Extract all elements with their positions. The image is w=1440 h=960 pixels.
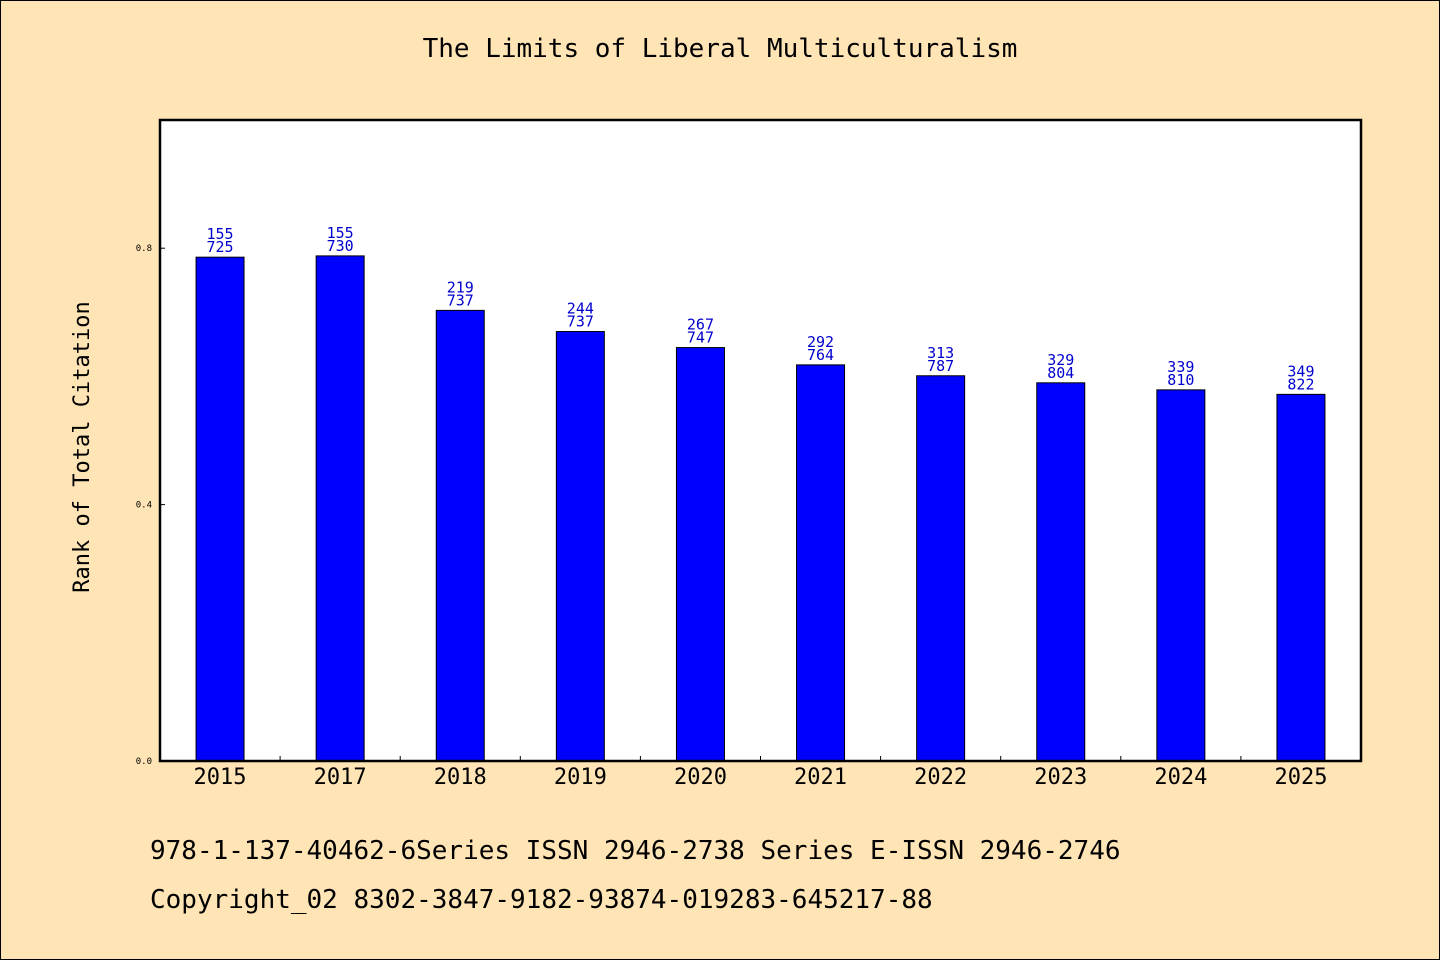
x-tick-label: 2020 <box>674 765 727 790</box>
bar-2015 <box>195 256 245 762</box>
bar-2022 <box>916 375 966 762</box>
data-label-top: 339 <box>1167 358 1194 376</box>
data-label-top: 155 <box>207 225 234 243</box>
data-label-bottom: 725 <box>207 238 234 256</box>
bar-2020 <box>675 347 725 762</box>
data-label-bottom: 737 <box>447 291 474 309</box>
y-tick-label: 0.0 <box>136 757 152 767</box>
data-label-top: 292 <box>807 333 834 351</box>
isbn-issn-line: 978-1-137-40462-6Series ISSN 2946-2738 S… <box>150 836 1121 866</box>
x-tick-label: 2022 <box>914 765 967 790</box>
x-tick-label: 2025 <box>1274 765 1327 790</box>
bar-2019 <box>555 331 605 762</box>
data-label-top: 155 <box>327 224 354 242</box>
y-tick-label: 0.8 <box>136 244 152 254</box>
copyright-line: Copyright_02 8302-3847-9182-93874-019283… <box>150 885 933 915</box>
bar-2025 <box>1276 393 1326 762</box>
data-labels: 1557252015155730201721973720182447372019… <box>194 224 1328 790</box>
data-label-top: 313 <box>927 344 954 362</box>
data-label-bottom: 747 <box>687 329 714 347</box>
x-tick-label: 2018 <box>434 765 487 790</box>
data-label-top: 244 <box>567 300 594 318</box>
data-label-bottom: 787 <box>927 357 954 375</box>
chart-title: The Limits of Liberal Multiculturalism <box>422 34 1018 64</box>
y-axis-title: Rank of Total Citation <box>70 301 95 592</box>
data-label-bottom: 810 <box>1167 371 1194 389</box>
bar-2024 <box>1156 389 1206 762</box>
y-tick-label: 0.4 <box>136 501 152 511</box>
bar-2018 <box>435 309 485 762</box>
bar-2023 <box>1036 382 1086 762</box>
bar-2017 <box>315 255 365 762</box>
x-tick-label: 2019 <box>554 765 607 790</box>
data-label-top: 267 <box>687 316 714 334</box>
data-label-top: 219 <box>447 278 474 296</box>
bar-2021 <box>796 364 846 762</box>
bars <box>195 255 1326 762</box>
plot-border <box>158 118 1363 763</box>
x-tick-label: 2023 <box>1034 765 1087 790</box>
data-label-bottom: 804 <box>1047 364 1074 382</box>
x-tick-label: 2017 <box>314 765 367 790</box>
data-label-bottom: 730 <box>327 237 354 255</box>
data-label-bottom: 737 <box>567 313 594 331</box>
data-label-bottom: 822 <box>1287 375 1314 393</box>
data-label-top: 349 <box>1287 362 1314 380</box>
data-label-top: 329 <box>1047 351 1074 369</box>
x-tick-label: 2015 <box>194 765 247 790</box>
data-label-bottom: 764 <box>807 346 834 364</box>
x-tick-label: 2021 <box>794 765 847 790</box>
x-tick-label: 2024 <box>1154 765 1207 790</box>
